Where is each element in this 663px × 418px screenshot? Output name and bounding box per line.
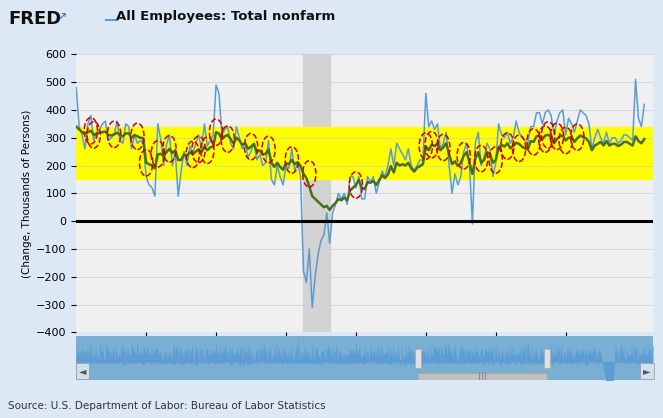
Text: III: III: [478, 372, 487, 382]
Bar: [304, 54, 330, 332]
Text: ◄: ◄: [78, 366, 86, 376]
Text: FRED: FRED: [8, 10, 61, 28]
Bar: [418, 373, 547, 380]
Bar: [415, 349, 421, 368]
Y-axis label: (Change, Thousands of Persons): (Change, Thousands of Persons): [22, 109, 32, 278]
Bar: [544, 349, 550, 368]
Bar: [76, 127, 653, 179]
Text: —: —: [103, 12, 118, 27]
Text: ↗: ↗: [56, 10, 67, 23]
Text: 2000: 2000: [526, 367, 552, 377]
Text: All Employees: Total nonfarm: All Employees: Total nonfarm: [116, 10, 335, 23]
Text: 1975: 1975: [336, 367, 363, 377]
Text: 1950: 1950: [147, 367, 173, 377]
Text: Source: U.S. Department of Labor: Bureau of Labor Statistics: Source: U.S. Department of Labor: Bureau…: [8, 401, 326, 411]
Text: ►: ►: [643, 366, 651, 376]
